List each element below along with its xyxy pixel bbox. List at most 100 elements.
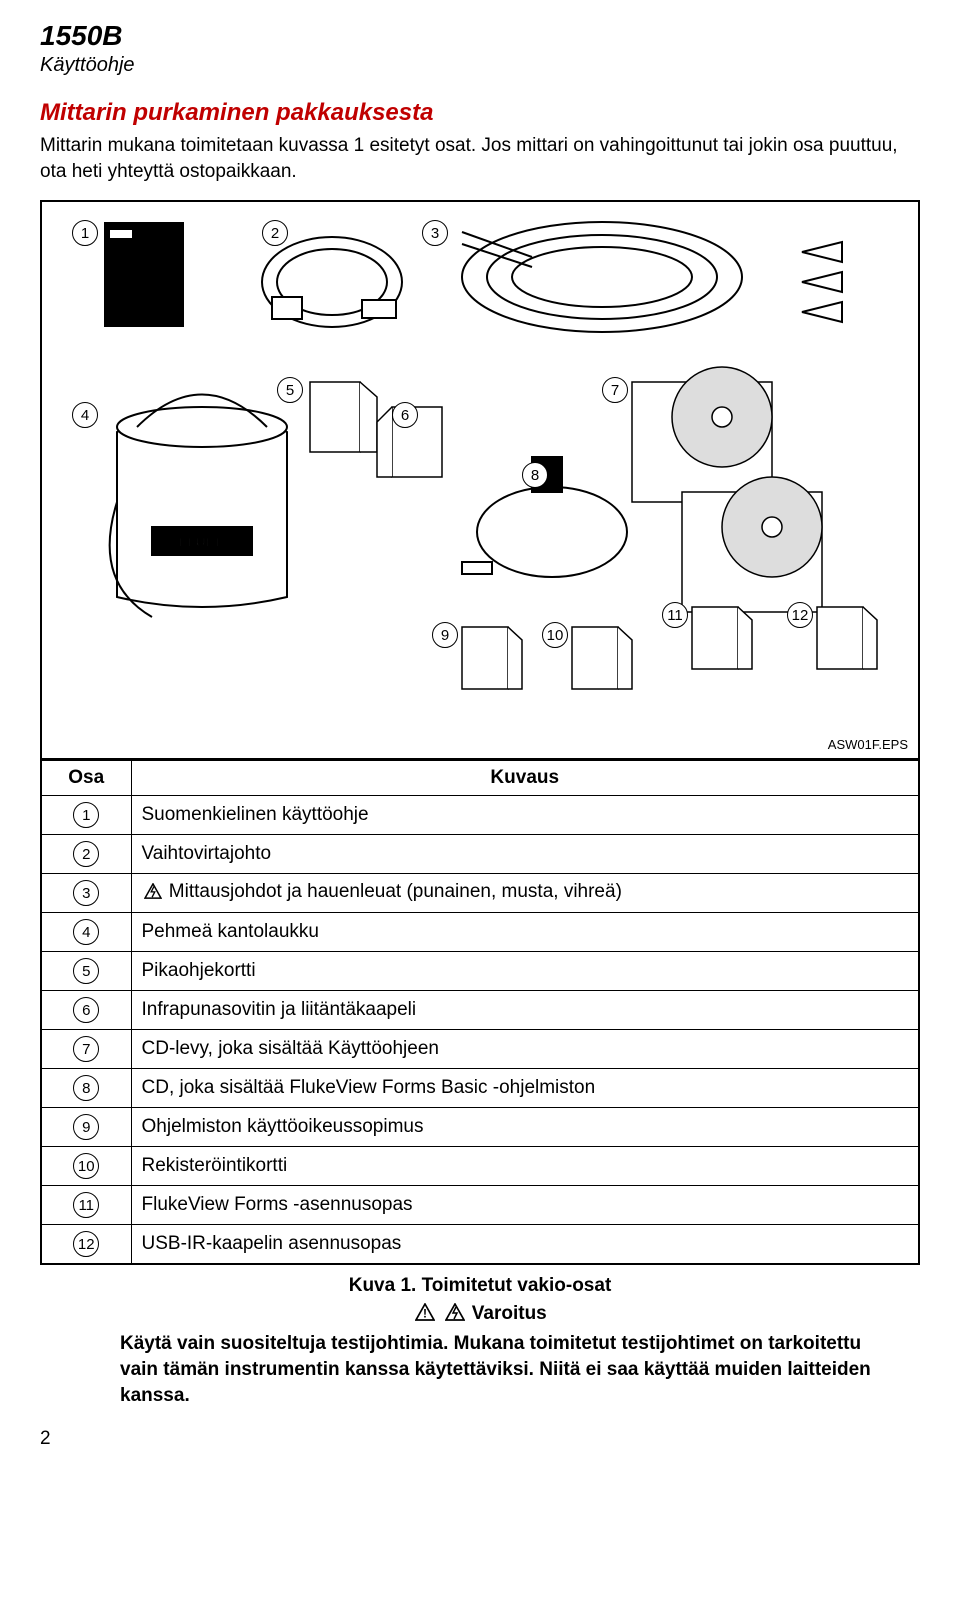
circled-number: 6 bbox=[73, 997, 99, 1023]
table-row: 9 Ohjelmiston käyttöoikeussopimus bbox=[41, 1108, 919, 1147]
osa-cell: 6 bbox=[41, 991, 131, 1030]
table-row: 12 USB-IR-kaapelin asennusopas bbox=[41, 1225, 919, 1265]
osa-cell: 8 bbox=[41, 1069, 131, 1108]
desc-text: USB-IR-kaapelin asennusopas bbox=[142, 1233, 402, 1254]
warning-header: ! Varoitus bbox=[40, 1303, 920, 1327]
kuvaus-cell: Rekisteröintikortti bbox=[131, 1147, 919, 1186]
table-header-osa: Osa bbox=[41, 761, 131, 796]
circled-number: 9 bbox=[73, 1114, 99, 1140]
desc-text: CD-levy, joka sisältää Käyttöohjeen bbox=[142, 1038, 439, 1059]
table-row: 4 Pehmeä kantolaukku bbox=[41, 913, 919, 952]
circled-number: 6 bbox=[392, 402, 418, 428]
osa-cell: 5 bbox=[41, 952, 131, 991]
figure-callout: 4 bbox=[72, 402, 98, 428]
figure-callout: 5 bbox=[277, 377, 303, 403]
warning-body: Käytä vain suositeltuja testijohtimia. M… bbox=[40, 1327, 920, 1408]
circled-number: 4 bbox=[73, 919, 99, 945]
figure-callout: 8 bbox=[522, 462, 548, 488]
kuvaus-cell: Suomenkielinen käyttöohje bbox=[131, 796, 919, 835]
desc-text: CD, joka sisältää FlukeView Forms Basic … bbox=[142, 1077, 596, 1098]
desc-text: Ohjelmiston käyttöoikeussopimus bbox=[142, 1116, 424, 1137]
circled-number: 10 bbox=[73, 1153, 99, 1179]
circled-number: 12 bbox=[787, 602, 813, 628]
table-row: 6 Infrapunasovitin ja liitäntäkaapeli bbox=[41, 991, 919, 1030]
osa-cell: 1 bbox=[41, 796, 131, 835]
circled-number: 3 bbox=[73, 880, 99, 906]
kuvaus-cell: CD, joka sisältää FlukeView Forms Basic … bbox=[131, 1069, 919, 1108]
desc-text: Pikaohjekortti bbox=[142, 960, 256, 981]
circled-number: 1 bbox=[73, 802, 99, 828]
intro-paragraph: Mittarin mukana toimitetaan kuvassa 1 es… bbox=[40, 133, 920, 184]
kuvaus-cell: Pikaohjekortti bbox=[131, 952, 919, 991]
osa-cell: 9 bbox=[41, 1108, 131, 1147]
kuvaus-cell: FlukeView Forms -asennusopas bbox=[131, 1186, 919, 1225]
warning-label: Varoitus bbox=[472, 1303, 547, 1324]
figure-callout: 2 bbox=[262, 220, 288, 246]
osa-cell: 3 bbox=[41, 874, 131, 913]
table-row: 8 CD, joka sisältää FlukeView Forms Basic… bbox=[41, 1069, 919, 1108]
figure-callout: 9 bbox=[432, 622, 458, 648]
table-header-kuvaus: Kuvaus bbox=[131, 761, 919, 796]
circled-number: 12 bbox=[73, 1231, 99, 1257]
doc-type: Käyttöohje bbox=[40, 54, 920, 77]
figure-callout: 6 bbox=[392, 402, 418, 428]
table-row: 7 CD-levy, joka sisältää Käyttöohjeen bbox=[41, 1030, 919, 1069]
circled-number: 7 bbox=[73, 1036, 99, 1062]
circled-number: 1 bbox=[72, 220, 98, 246]
osa-cell: 4 bbox=[41, 913, 131, 952]
package-illustration: FLUKE bbox=[42, 202, 918, 758]
desc-text: Mittausjohdot ja hauenleuat (punainen, m… bbox=[169, 881, 622, 902]
table-row: 11 FlukeView Forms -asennusopas bbox=[41, 1186, 919, 1225]
figure-callout: 7 bbox=[602, 377, 628, 403]
osa-cell: 12 bbox=[41, 1225, 131, 1265]
circled-number: 2 bbox=[262, 220, 288, 246]
circled-number: 11 bbox=[662, 602, 688, 628]
section-title: Mittarin purkaminen pakkauksesta bbox=[40, 99, 920, 127]
osa-cell: 10 bbox=[41, 1147, 131, 1186]
osa-cell: 11 bbox=[41, 1186, 131, 1225]
circled-number: 5 bbox=[73, 958, 99, 984]
kuvaus-cell: Ohjelmiston käyttöoikeussopimus bbox=[131, 1108, 919, 1147]
svg-text:FLUKE: FLUKE bbox=[179, 534, 226, 550]
figure-callout: 1 bbox=[72, 220, 98, 246]
kuvaus-cell: CD-levy, joka sisältää Käyttöohjeen bbox=[131, 1030, 919, 1069]
figure-callout: 12 bbox=[787, 602, 813, 628]
kuvaus-cell: USB-IR-kaapelin asennusopas bbox=[131, 1225, 919, 1265]
desc-text: Pehmeä kantolaukku bbox=[142, 921, 319, 942]
circled-number: 7 bbox=[602, 377, 628, 403]
kuvaus-cell: Pehmeä kantolaukku bbox=[131, 913, 919, 952]
figure-callout: 10 bbox=[542, 622, 568, 648]
eps-label: ASW01F.EPS bbox=[828, 737, 908, 752]
kuvaus-cell: Infrapunasovitin ja liitäntäkaapeli bbox=[131, 991, 919, 1030]
model-number: 1550B bbox=[40, 20, 920, 52]
circled-number: 8 bbox=[522, 462, 548, 488]
figure-callout: 3 bbox=[422, 220, 448, 246]
desc-text: Rekisteröintikortti bbox=[142, 1155, 288, 1176]
osa-cell: 2 bbox=[41, 835, 131, 874]
table-row: 2 Vaihtovirtajohto bbox=[41, 835, 919, 874]
osa-cell: 7 bbox=[41, 1030, 131, 1069]
figure-callout: 11 bbox=[662, 602, 688, 628]
parts-table: Osa Kuvaus 1 Suomenkielinen käyttöohje 2 Va… bbox=[40, 760, 920, 1265]
circled-number: 2 bbox=[73, 841, 99, 867]
circled-number: 4 bbox=[72, 402, 98, 428]
shock-triangle-icon bbox=[144, 883, 162, 905]
table-row: 3 Mittausjohdot ja hauenleuat (punainen,… bbox=[41, 874, 919, 913]
desc-text: FlukeView Forms -asennusopas bbox=[142, 1194, 413, 1215]
page-number: 2 bbox=[40, 1428, 920, 1450]
figure-box: FLUKE bbox=[40, 200, 920, 760]
kuvaus-cell: Vaihtovirtajohto bbox=[131, 835, 919, 874]
circled-number: 3 bbox=[422, 220, 448, 246]
table-row: 5 Pikaohjekortti bbox=[41, 952, 919, 991]
shock-triangle-icon bbox=[445, 1303, 465, 1327]
desc-text: Vaihtovirtajohto bbox=[142, 843, 272, 864]
circled-number: 11 bbox=[73, 1192, 99, 1218]
desc-text: Infrapunasovitin ja liitäntäkaapeli bbox=[142, 999, 417, 1020]
kuvaus-cell: Mittausjohdot ja hauenleuat (punainen, m… bbox=[131, 874, 919, 913]
table-row: 10 Rekisteröintikortti bbox=[41, 1147, 919, 1186]
circled-number: 10 bbox=[542, 622, 568, 648]
figure-caption: Kuva 1. Toimitetut vakio-osat bbox=[40, 1275, 920, 1297]
warning-triangle-icon: ! bbox=[415, 1303, 435, 1327]
circled-number: 8 bbox=[73, 1075, 99, 1101]
table-row: 1 Suomenkielinen käyttöohje bbox=[41, 796, 919, 835]
